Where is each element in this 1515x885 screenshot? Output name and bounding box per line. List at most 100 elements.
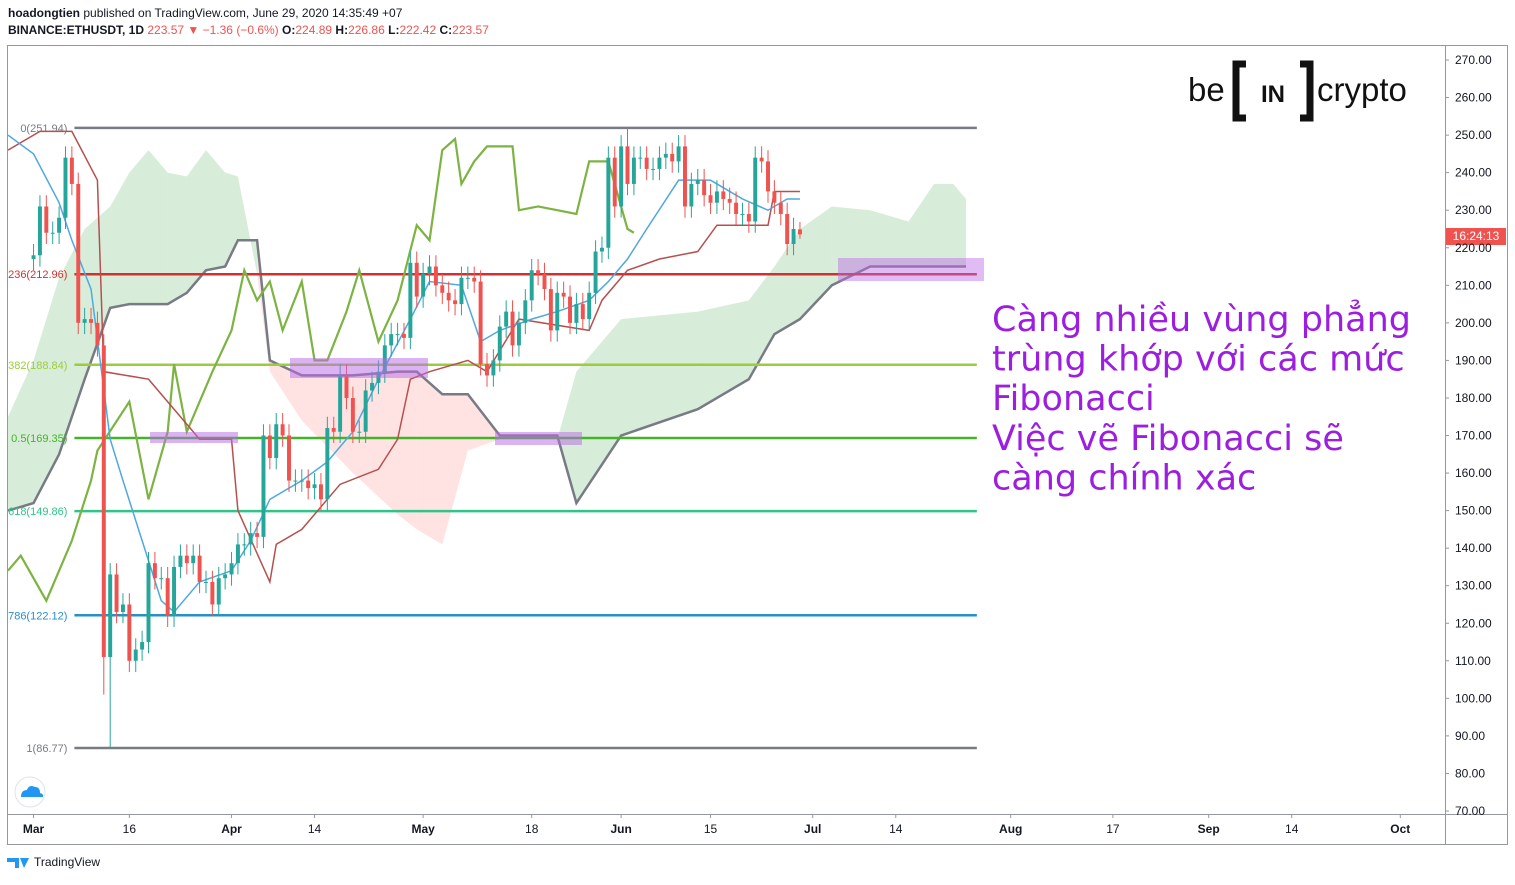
annotation-line: trùng khớp với các mức bbox=[992, 340, 1405, 380]
candle-body bbox=[223, 574, 228, 579]
candle-body bbox=[287, 435, 291, 481]
candle-body bbox=[76, 183, 81, 323]
logo-bracket bbox=[1232, 60, 1314, 122]
candle-body bbox=[216, 578, 221, 605]
candle-body bbox=[306, 480, 311, 489]
cloud-segment bbox=[84, 206, 111, 380]
cloud-segment bbox=[205, 150, 226, 271]
fib-label: 786(122.12) bbox=[8, 610, 67, 622]
candle-body bbox=[261, 435, 266, 537]
candle-body bbox=[510, 311, 515, 346]
candle-body bbox=[651, 168, 656, 170]
cloud-segment bbox=[467, 394, 500, 451]
candle-body bbox=[89, 319, 94, 323]
candle-body bbox=[37, 206, 42, 256]
published: published on TradingView.com, June 29, 2… bbox=[83, 6, 402, 20]
highlight bbox=[495, 432, 582, 445]
candle-body bbox=[561, 292, 566, 297]
fib-label: 618(149.86) bbox=[8, 506, 67, 518]
logo-in: IN bbox=[1261, 81, 1285, 108]
candle-body bbox=[127, 604, 132, 661]
candle-body bbox=[389, 334, 394, 346]
y-tick-label: 180.00 bbox=[1455, 391, 1492, 405]
candle-body bbox=[663, 153, 668, 158]
l-value: 222.42 bbox=[399, 23, 436, 37]
candle-body bbox=[50, 232, 55, 234]
cloud-segment bbox=[831, 206, 871, 286]
cloud-segment bbox=[416, 371, 443, 545]
footer: TradingView bbox=[34, 855, 100, 869]
x-tick-label: Sep bbox=[1198, 822, 1220, 836]
annotation-line: Việc vẽ Fibonacci sẽ bbox=[992, 419, 1344, 459]
author: hoadongtien bbox=[8, 6, 80, 20]
candle-body bbox=[619, 146, 624, 207]
tv-badge bbox=[14, 776, 46, 808]
candle-body bbox=[587, 292, 592, 320]
candle-body bbox=[357, 431, 362, 433]
candle-body bbox=[638, 157, 643, 159]
candle-body bbox=[414, 262, 419, 297]
candle-body bbox=[485, 364, 489, 376]
y-tick-label: 70.00 bbox=[1455, 804, 1485, 818]
candle-body bbox=[778, 202, 783, 214]
y-tick-label: 270.00 bbox=[1455, 53, 1492, 67]
y-tick-label: 140.00 bbox=[1455, 541, 1492, 555]
candle-body bbox=[574, 304, 579, 323]
candle-body bbox=[184, 555, 189, 564]
fib-label: 382(188.84) bbox=[8, 360, 67, 372]
candle-body bbox=[657, 157, 662, 169]
x-tick-label: 14 bbox=[889, 822, 903, 836]
candle-body bbox=[350, 397, 355, 432]
candle-body bbox=[146, 563, 151, 643]
candle-body bbox=[370, 382, 375, 391]
candle-body bbox=[440, 285, 445, 293]
candle-body bbox=[459, 277, 464, 305]
candle-body bbox=[472, 277, 477, 282]
candle-body bbox=[727, 198, 732, 203]
candle-body bbox=[325, 427, 330, 500]
candle-body bbox=[408, 262, 413, 338]
logo-be: be bbox=[1188, 71, 1225, 108]
candle-body bbox=[523, 300, 528, 323]
candle-body bbox=[248, 533, 253, 545]
cloud-segment bbox=[8, 360, 34, 511]
candle-body bbox=[708, 195, 713, 203]
y-tick-label: 90.00 bbox=[1455, 729, 1485, 743]
candle-body bbox=[133, 649, 138, 661]
candle-body bbox=[152, 563, 157, 579]
h-value: 226.86 bbox=[348, 23, 385, 37]
highlight bbox=[150, 432, 238, 443]
cloud-segment bbox=[870, 210, 909, 267]
candle-body bbox=[785, 213, 790, 245]
candle-body bbox=[491, 360, 496, 376]
candle-body bbox=[229, 563, 234, 575]
candle-body bbox=[95, 322, 100, 346]
candle-body bbox=[516, 322, 521, 346]
x-tick-label: Apr bbox=[221, 822, 242, 836]
fib-label: 0(251.94) bbox=[20, 123, 67, 135]
cloud-segment bbox=[908, 183, 935, 267]
x-tick-label: Mar bbox=[23, 822, 45, 836]
candle-body bbox=[197, 555, 202, 582]
candle-body bbox=[714, 191, 719, 203]
highlight bbox=[838, 258, 984, 281]
candle-body bbox=[172, 566, 177, 616]
candle-body bbox=[568, 296, 573, 323]
candle-body bbox=[235, 544, 240, 564]
y-tick-label: 170.00 bbox=[1455, 429, 1492, 443]
logo-crypto: crypto bbox=[1317, 71, 1407, 108]
footer-logo bbox=[7, 858, 29, 868]
candle-body bbox=[312, 484, 317, 489]
cloud-segment bbox=[186, 150, 206, 293]
candle-body bbox=[344, 375, 349, 398]
candle-body bbox=[44, 206, 49, 233]
candle-body bbox=[395, 334, 400, 336]
candle-body bbox=[178, 555, 183, 567]
candle-body bbox=[421, 274, 426, 297]
candle-body bbox=[140, 642, 145, 650]
highlights bbox=[150, 258, 984, 445]
symbol: BINANCE:ETHUSDT, 1D bbox=[8, 23, 144, 37]
candle-body bbox=[695, 180, 700, 184]
candle-body bbox=[267, 435, 272, 459]
